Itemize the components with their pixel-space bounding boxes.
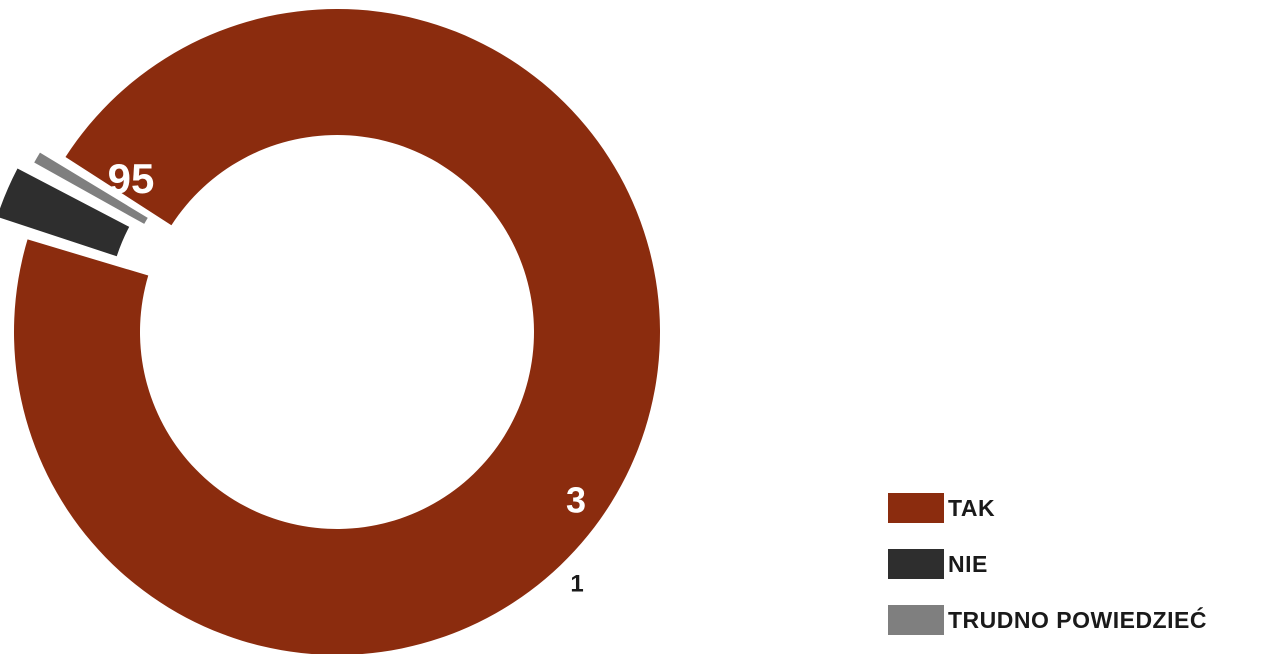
- data-label-tak: 95: [108, 155, 155, 202]
- donut-slice-trudno-powiedziec: [34, 152, 148, 224]
- data-label-trudno-powiedziec: 1: [570, 570, 583, 597]
- legend-item-nie: NIE: [888, 546, 1207, 582]
- legend-item-tak: TAK: [888, 490, 1207, 526]
- legend-label-trudno-powiedziec: TRUDNO POWIEDZIEĆ: [948, 606, 1207, 633]
- legend-item-trudno-powiedziec: TRUDNO POWIEDZIEĆ: [888, 602, 1207, 638]
- legend-swatch-trudno-powiedziec: [888, 605, 944, 635]
- chart-legend: TAK NIE TRUDNO POWIEDZIEĆ: [888, 490, 1207, 638]
- data-label-nie: 3: [566, 480, 586, 521]
- legend-swatch-tak: [888, 493, 944, 523]
- legend-swatch-nie: [888, 549, 944, 579]
- legend-label-tak: TAK: [948, 494, 996, 521]
- donut-slice-nie: [0, 168, 130, 257]
- legend-label-nie: NIE: [948, 550, 988, 577]
- donut-slice-tak: [14, 9, 660, 654]
